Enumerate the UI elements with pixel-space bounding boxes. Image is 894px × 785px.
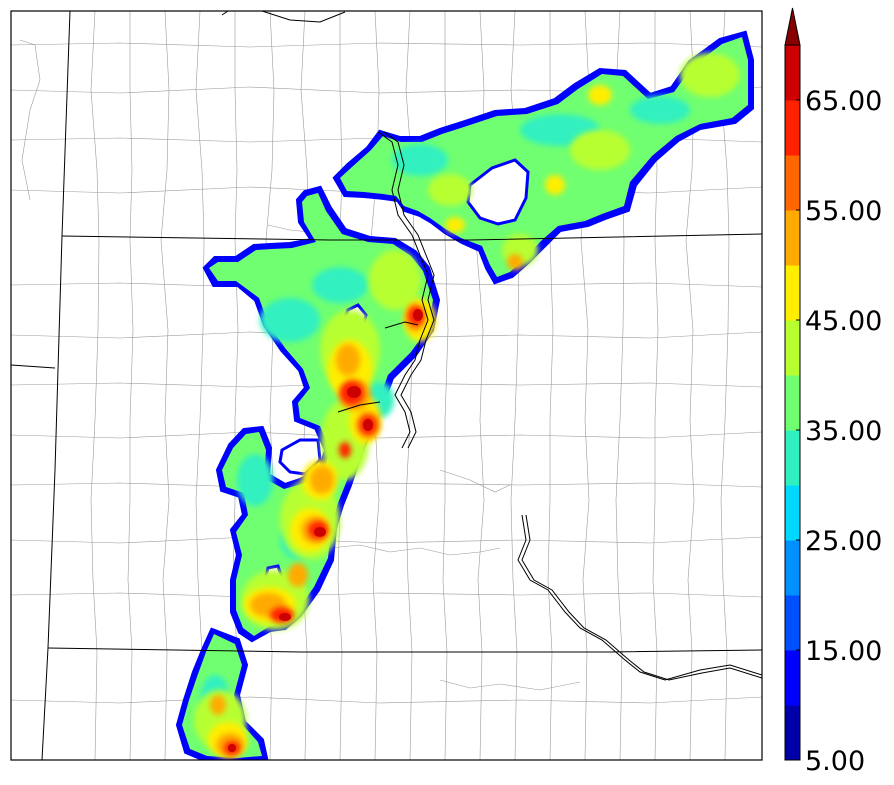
county-line xyxy=(439,469,511,493)
colorbar: 5.00 15.00 25.00 35.00 45.00 55.00 65.00 xyxy=(784,7,882,777)
county-line xyxy=(127,11,134,760)
colorbar-tick-label: 65.00 xyxy=(805,86,882,117)
county-line xyxy=(11,696,762,704)
state-border-nebraska xyxy=(11,364,56,369)
colorbar-segment xyxy=(785,210,800,266)
state-boundaries xyxy=(11,11,762,760)
colorbar-segment xyxy=(785,100,800,156)
colorbar-segment xyxy=(785,650,800,706)
colorbar-tick-label: 25.00 xyxy=(805,526,882,557)
river-red xyxy=(517,514,762,681)
county-line xyxy=(329,544,501,556)
state-border-west xyxy=(41,11,71,760)
county-line xyxy=(439,679,581,691)
county-line xyxy=(11,482,762,488)
colorbar-segment xyxy=(785,705,800,761)
colorbar-segment xyxy=(785,430,800,486)
echo-gap xyxy=(466,158,530,226)
colorbar-segment xyxy=(785,155,800,211)
state-border-oklahoma-north xyxy=(47,647,762,653)
reflectivity-field xyxy=(175,30,754,760)
colorbar-segment xyxy=(785,540,800,596)
colorbar-segment xyxy=(785,485,800,541)
colorbar-tick-label: 35.00 xyxy=(805,416,882,447)
colorbar-segment xyxy=(785,375,800,431)
colorbar-frame xyxy=(784,45,801,761)
river-missouri xyxy=(337,131,435,449)
colorbar-segment xyxy=(785,595,800,651)
county-line xyxy=(11,42,762,48)
county-line xyxy=(19,39,41,201)
county-line xyxy=(90,11,100,760)
county-line xyxy=(11,592,762,598)
county-line xyxy=(195,11,205,760)
colorbar-extend-arrow xyxy=(784,7,801,46)
state-border-panhandle xyxy=(221,11,346,23)
county-line xyxy=(267,224,311,233)
colorbar-segment xyxy=(785,265,800,321)
colorbar-tick-label: 15.00 xyxy=(805,636,882,667)
state-border-kansas-north xyxy=(61,233,762,241)
county-line xyxy=(160,11,170,760)
map-frame xyxy=(10,10,763,761)
colorbar-tick-label: 45.00 xyxy=(805,306,882,337)
county-line xyxy=(720,11,730,760)
colorbar-segment xyxy=(785,45,800,101)
colorbar-segment xyxy=(785,320,800,376)
colorbar-tick-label: 5.00 xyxy=(805,746,865,777)
colorbar-tick-label: 55.00 xyxy=(805,196,882,227)
county-line xyxy=(11,431,762,439)
county-line xyxy=(11,536,762,544)
